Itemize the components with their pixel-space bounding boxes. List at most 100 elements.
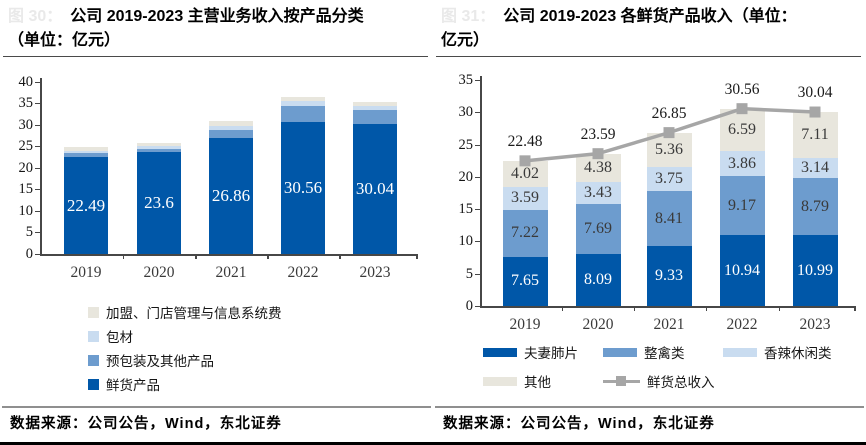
x-axis-label: 2023 [799, 316, 831, 333]
line-marker-square [809, 106, 821, 118]
y-axis-tick [35, 103, 40, 105]
legend-swatch [88, 378, 99, 390]
bar-value-label: 7.65 [511, 272, 539, 290]
y-axis-label: 15 [458, 201, 474, 218]
bar-segment [281, 101, 325, 106]
x-axis-tick [705, 306, 707, 311]
bar-value-label: 23.6 [144, 193, 174, 213]
line-marker-square [519, 155, 531, 167]
bar-value-label: 10.99 [797, 261, 833, 279]
right-figure-number: 图 31： [441, 8, 496, 25]
x-axis-tick [416, 254, 418, 259]
legend-swatch [88, 354, 99, 366]
bar-segment [209, 125, 253, 131]
bar-value-label: 5.36 [655, 140, 683, 158]
bar-segment [64, 157, 108, 254]
y-axis-tick [35, 254, 40, 255]
line-value-label: 22.48 [507, 132, 543, 150]
bar-segment [137, 152, 181, 254]
left-figure-number: 图 30： [8, 8, 63, 25]
y-axis-tick [35, 210, 40, 212]
x-axis-tick [267, 254, 269, 259]
legend-swatch [483, 347, 517, 357]
bar-value-label: 8.79 [801, 197, 829, 215]
y-axis-tick [35, 232, 40, 234]
legend-item: 其他 [483, 374, 551, 390]
bar-segment [353, 124, 397, 254]
bar-segment [646, 191, 692, 246]
bar-segment [575, 253, 621, 306]
bar-segment [281, 105, 325, 123]
y-axis-label: 30 [458, 104, 474, 121]
bar-value-label: 3.43 [584, 184, 612, 202]
legend-item-label: 鲜货产品 [106, 378, 160, 393]
left-chart-panel: 图 30： 公司 2019-2023 主营业务收入按产品分类 （单位：亿元） 0 5… [0, 8, 433, 445]
bar-value-label: 7.69 [584, 219, 612, 237]
bar-value-label: 7.22 [511, 224, 539, 242]
bar-value-label: 9.33 [655, 266, 683, 284]
bar-segment [209, 138, 253, 254]
legend-item: 香辣休闲类 [723, 345, 832, 361]
right-title-line2: 亿元） [441, 32, 490, 49]
legend-item-label: 预包装及其他产品 [106, 354, 214, 369]
legend-item: 预包装及其他产品 [88, 348, 282, 372]
legend-swatch [603, 347, 637, 357]
x-axis-tick [561, 306, 563, 311]
bar-segment [502, 186, 548, 210]
bar-segment [792, 158, 838, 179]
bar-segment [137, 148, 181, 153]
x-axis-tick [339, 254, 341, 259]
y-axis-tick [35, 81, 40, 83]
right-source-divider [435, 406, 864, 408]
legend-line-swatch [603, 376, 640, 387]
bar-segment [575, 181, 621, 205]
bar-value-label: 22.49 [66, 195, 106, 215]
bar-value-label: 26.86 [211, 186, 251, 206]
line-value-label: 26.85 [651, 104, 687, 122]
line-marker-square [736, 103, 748, 115]
legend-item-label: 其他 [524, 375, 551, 390]
x-axis-label: 2021 [215, 264, 247, 281]
line-value-label: 30.04 [797, 84, 833, 102]
line-marker-square [663, 127, 675, 139]
bar-value-label: 30.56 [283, 178, 323, 198]
bar-segment [64, 153, 108, 157]
y-axis-tick [475, 306, 480, 307]
y-axis-label: 20 [18, 159, 34, 176]
x-axis-tick [122, 254, 124, 259]
left-source-divider [2, 406, 431, 408]
bar-segment [209, 121, 253, 126]
bar-segment [64, 150, 108, 154]
legend-item-label: 夫妻肺片 [524, 346, 578, 361]
y-axis-line [480, 76, 482, 306]
bar-segment [502, 256, 548, 306]
y-axis-label: 40 [18, 73, 34, 90]
x-axis-label: 2022 [287, 264, 319, 281]
legend-swatch [88, 306, 99, 318]
y-axis-label: 15 [18, 181, 34, 198]
bar-segment [719, 235, 765, 306]
legend-item-label: 香辣休闲类 [764, 346, 832, 361]
bar-value-label: 3.14 [801, 159, 829, 177]
legend-item: 夫妻肺片 [483, 345, 578, 361]
y-axis-tick [475, 80, 480, 81]
y-axis-label: 35 [458, 72, 474, 88]
left-plot-area: 0 5 10 15 20 25 30 35 40 22.49 2019 23.6 2020 26.86 20… [18, 73, 418, 281]
bar-value-label: 3.75 [655, 170, 683, 188]
y-axis-label: 5 [465, 265, 473, 282]
bar-segment [719, 151, 765, 177]
right-title-line1: 公司 2019-2023 各鲜货产品收入（单位： [503, 8, 797, 25]
y-axis-label: 10 [458, 233, 474, 250]
x-axis-line [40, 254, 417, 256]
bar-value-label: 9.17 [728, 196, 756, 214]
y-axis-label: 0 [465, 298, 473, 314]
x-axis-label: 2021 [653, 316, 685, 333]
x-axis-line [480, 306, 855, 308]
y-axis-label: 35 [18, 95, 34, 112]
line-marker-square [592, 148, 604, 160]
legend-swatch [483, 376, 517, 386]
bar-segment [281, 96, 325, 102]
y-axis-tick [35, 124, 40, 126]
bar-segment [719, 176, 765, 236]
